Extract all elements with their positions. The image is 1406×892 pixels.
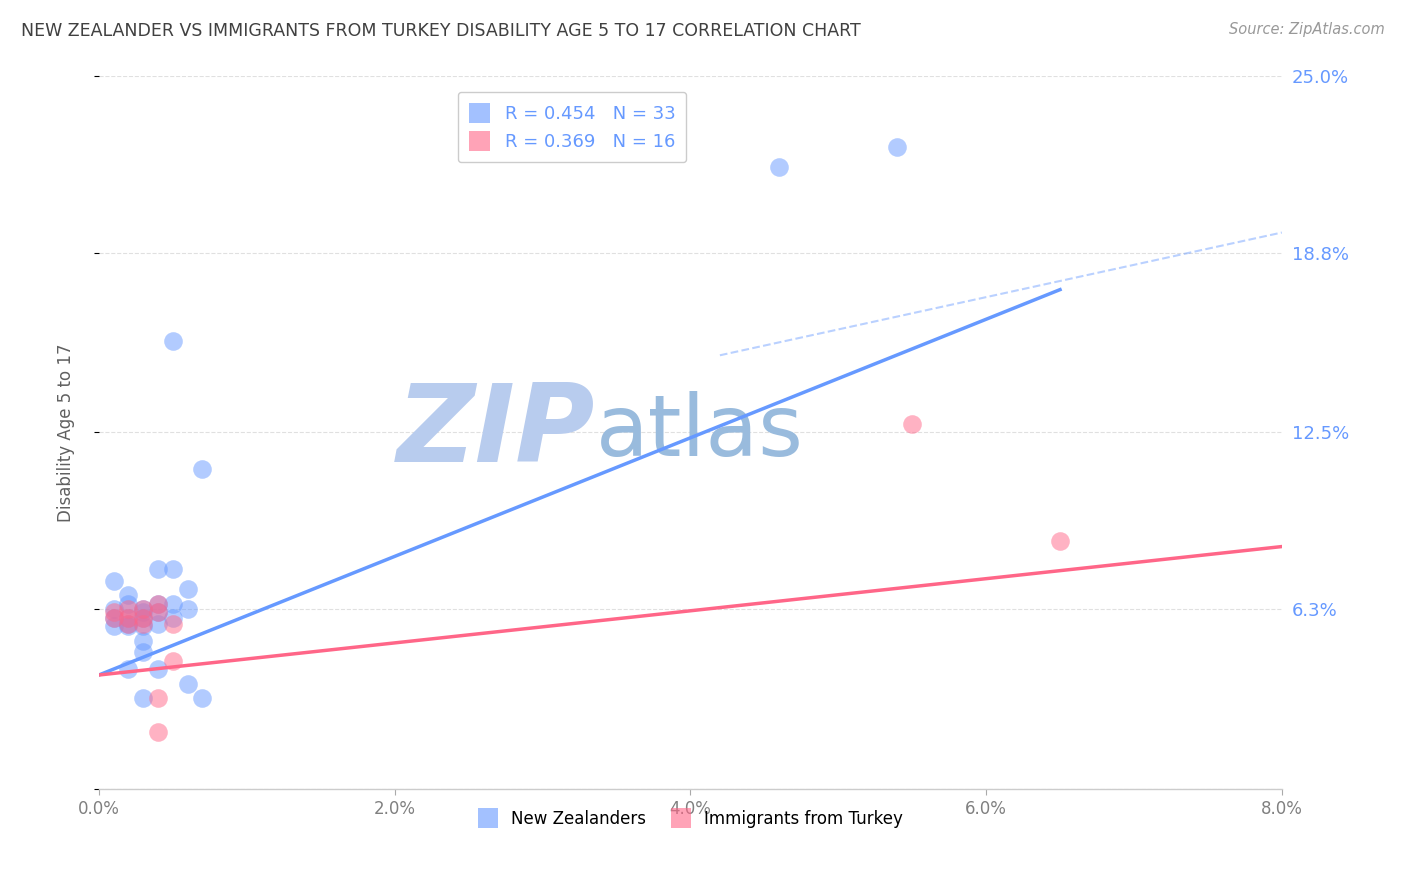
- Legend: New Zealanders, Immigrants from Turkey: New Zealanders, Immigrants from Turkey: [471, 802, 910, 834]
- Point: [162, 597, 184, 611]
- Point: [103, 605, 125, 619]
- Point: [1049, 533, 1071, 548]
- Point: [146, 616, 169, 631]
- Point: [191, 462, 214, 476]
- Point: [132, 619, 155, 633]
- Point: [117, 616, 139, 631]
- Point: [176, 582, 198, 597]
- Point: [117, 588, 139, 602]
- Point: [117, 662, 139, 676]
- Point: [117, 611, 139, 625]
- Text: NEW ZEALANDER VS IMMIGRANTS FROM TURKEY DISABILITY AGE 5 TO 17 CORRELATION CHART: NEW ZEALANDER VS IMMIGRANTS FROM TURKEY …: [21, 22, 860, 40]
- Text: Source: ZipAtlas.com: Source: ZipAtlas.com: [1229, 22, 1385, 37]
- Point: [132, 605, 155, 619]
- Point: [132, 602, 155, 616]
- Point: [162, 654, 184, 668]
- Point: [132, 611, 155, 625]
- Point: [191, 690, 214, 705]
- Point: [132, 616, 155, 631]
- Point: [176, 676, 198, 690]
- Point: [103, 611, 125, 625]
- Point: [162, 616, 184, 631]
- Point: [117, 602, 139, 616]
- Point: [132, 602, 155, 616]
- Point: [132, 645, 155, 659]
- Point: [132, 633, 155, 648]
- Point: [117, 611, 139, 625]
- Point: [146, 597, 169, 611]
- Point: [103, 574, 125, 588]
- Text: atlas: atlas: [596, 391, 804, 474]
- Point: [146, 662, 169, 676]
- Point: [162, 334, 184, 348]
- Point: [146, 605, 169, 619]
- Point: [103, 611, 125, 625]
- Point: [103, 602, 125, 616]
- Text: ZIP: ZIP: [398, 379, 596, 485]
- Y-axis label: Disability Age 5 to 17: Disability Age 5 to 17: [58, 343, 75, 522]
- Point: [132, 690, 155, 705]
- Point: [146, 690, 169, 705]
- Point: [146, 562, 169, 576]
- Point: [176, 602, 198, 616]
- Point: [103, 619, 125, 633]
- Point: [146, 597, 169, 611]
- Point: [901, 417, 924, 431]
- Point: [117, 597, 139, 611]
- Point: [768, 160, 790, 174]
- Point: [146, 725, 169, 739]
- Point: [117, 616, 139, 631]
- Point: [886, 140, 908, 154]
- Point: [132, 611, 155, 625]
- Point: [146, 605, 169, 619]
- Point: [162, 611, 184, 625]
- Point: [117, 619, 139, 633]
- Point: [162, 562, 184, 576]
